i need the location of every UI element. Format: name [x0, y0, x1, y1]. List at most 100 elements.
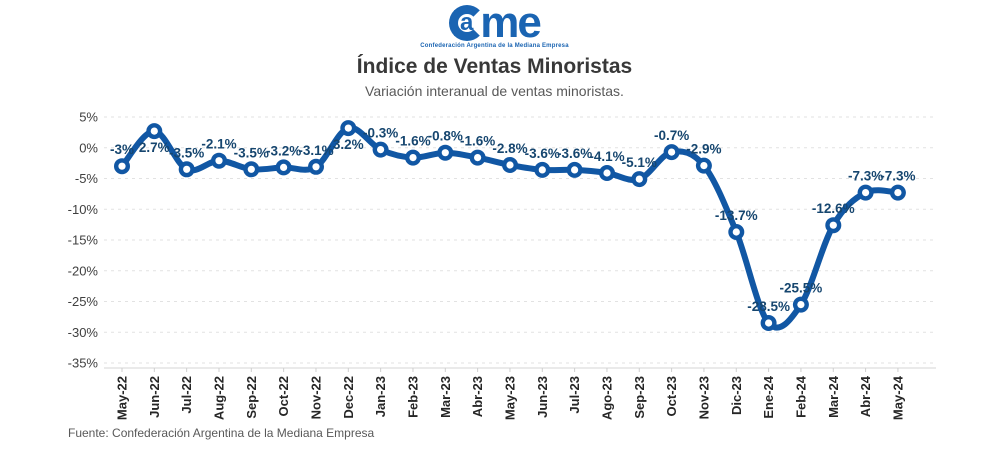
- x-axis-tick-label: Feb-24: [793, 375, 808, 418]
- x-axis-tick-label: Mar-23: [438, 376, 453, 418]
- y-axis-tick-label: -35%: [68, 356, 99, 371]
- data-point-marker-hole: [797, 301, 805, 309]
- data-point-marker-hole: [603, 169, 611, 177]
- data-point-marker-hole: [635, 175, 643, 183]
- data-point-label: -7.3%: [880, 169, 915, 184]
- data-point-marker-hole: [344, 124, 352, 132]
- data-point-label: -0.7%: [654, 128, 689, 143]
- x-axis-tick-label: Jan-23: [373, 376, 388, 417]
- data-point-label: -28.5%: [747, 299, 790, 314]
- data-point-marker-hole: [894, 189, 902, 197]
- x-axis-tick-label: Aug-22: [211, 376, 226, 420]
- y-axis-tick-label: -5%: [75, 171, 99, 186]
- x-axis-tick-label: Feb-23: [405, 376, 420, 418]
- x-axis-tick-label: Ago-23: [599, 376, 614, 420]
- data-point-marker-hole: [409, 154, 417, 162]
- data-point-marker-hole: [247, 165, 255, 173]
- x-axis-ticks: [121, 368, 899, 372]
- data-point-label: -13.7%: [715, 208, 758, 223]
- chart-subtitle: Variación interanual de ventas minorista…: [365, 83, 624, 99]
- data-point-markers: [114, 120, 906, 331]
- y-axis-tick-label: 5%: [79, 110, 98, 125]
- data-point-marker-hole: [150, 127, 158, 135]
- x-axis-tick-label: Ene-24: [761, 375, 776, 418]
- data-point-marker-hole: [506, 161, 514, 169]
- chart-area: 5% 0% -5% -10% -15% -20% -25% -30% -35% May-22 Jun…: [0, 100, 989, 427]
- y-axis-tick-label: -25%: [68, 294, 99, 309]
- y-axis-tick-label: -10%: [68, 202, 99, 217]
- x-axis-tick-label: Abr-24: [858, 375, 873, 417]
- x-axis-tick-label: May-22: [115, 376, 130, 420]
- x-axis-tick-label: Oct-23: [664, 376, 679, 416]
- data-point-marker-hole: [700, 162, 708, 170]
- retail-sales-line-chart: 5% 0% -5% -10% -15% -20% -25% -30% -35% May-22 Jun…: [68, 110, 936, 420]
- came-logo-c-icon: a: [449, 5, 486, 41]
- x-axis-tick-label: Nov-23: [696, 376, 711, 419]
- header: a me Confederación Argentina de la Media…: [0, 0, 989, 100]
- x-axis-labels: May-22 Jun-22 Jul-22 Aug-22 Sep-22 Oct-22 Nov-…: [115, 375, 906, 420]
- data-point-marker-hole: [765, 319, 773, 327]
- x-axis-tick-label: Abr-23: [470, 376, 485, 417]
- data-point-marker-hole: [732, 228, 740, 236]
- y-axis-tick-label: -20%: [68, 263, 99, 278]
- gridlines: [104, 116, 936, 364]
- came-logo-letters-me: me: [480, 0, 542, 47]
- x-axis-tick-label: Jun-22: [147, 376, 162, 418]
- data-point-marker-hole: [280, 163, 288, 171]
- data-point-label: -2.1%: [201, 137, 236, 152]
- x-axis-tick-label: Dec-22: [341, 376, 356, 419]
- data-point-label: 2.7%: [139, 140, 170, 155]
- data-point-label: -1.6%: [460, 134, 495, 149]
- data-point-marker-hole: [668, 148, 676, 156]
- x-axis-tick-label: Jul-23: [567, 376, 582, 414]
- data-point-label: -4.1%: [589, 149, 624, 164]
- data-point-label: -25.5%: [780, 281, 823, 296]
- data-point-label: -1.6%: [395, 134, 430, 149]
- data-point-marker-hole: [377, 146, 385, 154]
- y-axis-tick-label: -15%: [68, 233, 99, 248]
- data-point-label: -2.9%: [686, 142, 721, 157]
- x-axis-tick-label: Jul-22: [179, 376, 194, 414]
- x-axis-tick-label: May-24: [890, 375, 905, 420]
- x-axis-tick-label: Sep-22: [244, 376, 259, 419]
- data-point-label: -3.2%: [266, 143, 301, 158]
- data-point-marker-hole: [571, 166, 579, 174]
- data-point-label: -0.3%: [363, 126, 398, 141]
- data-point-label: -3%: [110, 142, 134, 157]
- came-logo-letter-a: a: [460, 9, 474, 36]
- x-axis-tick-label: May-23: [502, 376, 517, 420]
- x-axis-tick-label: Mar-24: [826, 375, 841, 418]
- data-point-marker-hole: [312, 163, 320, 171]
- data-point-marker-hole: [118, 162, 126, 170]
- data-point-label: -3.6%: [557, 146, 592, 161]
- chart-title: Índice de Ventas Minoristas: [356, 55, 633, 78]
- data-point-label: 3.2%: [333, 137, 364, 152]
- data-point-label: -12.6%: [812, 201, 855, 216]
- data-point-label: -7.3%: [848, 169, 883, 184]
- x-axis-tick-label: Sep-23: [632, 376, 647, 419]
- data-point-label: -5.1%: [622, 155, 657, 170]
- data-point-marker-hole: [474, 154, 482, 162]
- data-point-marker-hole: [215, 157, 223, 165]
- x-axis-tick-label: Jun-23: [535, 376, 550, 418]
- x-axis-tick-label: Oct-22: [276, 376, 291, 416]
- data-point-labels: -3% 2.7% -3.5%-2.1%-3.5%-3.2%-3.1% 3.2%-0.3…: [110, 126, 916, 314]
- y-axis-tick-label: -30%: [68, 325, 99, 340]
- data-point-marker-hole: [183, 165, 191, 173]
- data-point-label: -2.8%: [492, 141, 527, 156]
- data-point-label: -0.8%: [428, 129, 463, 144]
- data-point-marker-hole: [538, 166, 546, 174]
- data-point-marker-hole: [862, 189, 870, 197]
- data-point-marker-hole: [441, 149, 449, 157]
- data-point-label: -3.6%: [525, 146, 560, 161]
- data-point-label: -3.1%: [298, 143, 333, 158]
- y-axis-labels: 5% 0% -5% -10% -15% -20% -25% -30% -35%: [68, 110, 99, 371]
- x-axis-tick-label: Nov-22: [308, 376, 323, 419]
- logo-tagline: Confederación Argentina de la Mediana Em…: [420, 43, 569, 49]
- x-axis-tick-label: Dic-23: [729, 376, 744, 415]
- source-note: Fuente: Confederación Argentina de la Me…: [68, 426, 375, 440]
- came-logo: a me: [0, 0, 989, 47]
- data-point-marker-hole: [829, 221, 837, 229]
- y-axis-tick-label: 0%: [79, 140, 98, 155]
